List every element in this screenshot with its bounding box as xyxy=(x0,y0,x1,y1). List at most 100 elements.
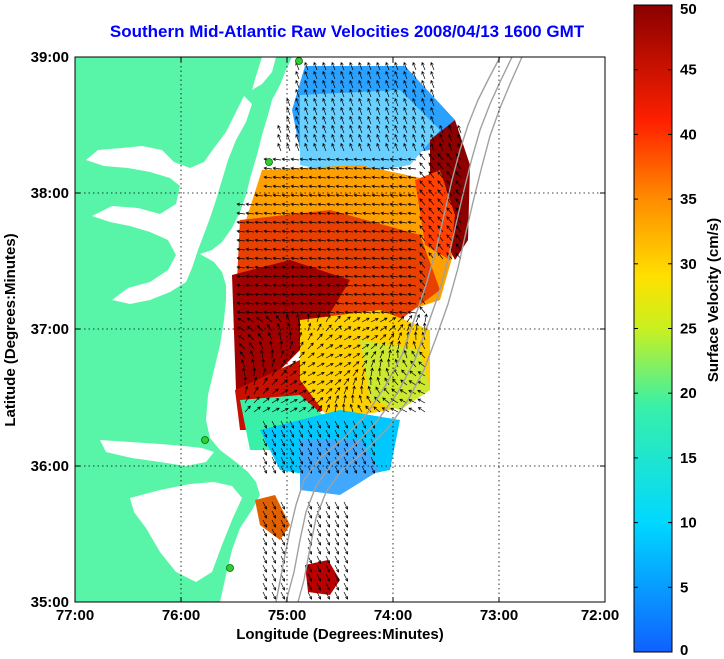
current-arrow xyxy=(290,211,300,216)
current-arrow xyxy=(344,265,354,270)
chart-title: Southern Mid-Atlantic Raw Velocities 200… xyxy=(109,22,585,41)
current-arrow xyxy=(352,465,358,474)
current-arrow xyxy=(394,70,399,80)
current-arrow xyxy=(353,238,363,243)
current-arrow xyxy=(253,386,259,395)
current-arrow xyxy=(307,438,313,447)
current-arrow xyxy=(331,133,336,143)
current-arrow xyxy=(419,198,426,206)
current-arrow xyxy=(343,537,349,546)
current-arrow xyxy=(331,88,336,98)
current-arrow xyxy=(446,153,453,161)
current-arrow xyxy=(271,368,277,377)
colorbar-tick-label: 5 xyxy=(680,579,688,596)
current-arrow xyxy=(277,323,282,332)
current-arrow xyxy=(340,61,345,71)
current-arrow xyxy=(349,79,354,89)
current-arrow xyxy=(371,220,381,225)
current-arrow xyxy=(236,220,246,225)
current-arrow xyxy=(304,97,309,107)
current-arrow xyxy=(437,198,444,206)
current-arrow xyxy=(418,361,426,368)
current-arrow xyxy=(265,316,273,323)
current-arrow xyxy=(254,301,264,306)
current-arrow xyxy=(322,133,327,143)
current-arrow xyxy=(325,353,334,359)
current-arrow xyxy=(367,79,372,89)
current-arrow xyxy=(289,389,298,395)
current-arrow xyxy=(412,88,417,98)
current-arrow xyxy=(317,283,327,288)
current-arrow xyxy=(334,537,340,546)
current-arrow xyxy=(317,184,327,189)
current-arrow xyxy=(298,398,307,404)
current-arrow xyxy=(419,252,426,260)
current-arrow xyxy=(313,97,318,107)
current-arrow xyxy=(334,573,340,582)
current-arrow xyxy=(379,342,386,350)
radar-station xyxy=(265,158,273,166)
current-arrow xyxy=(272,157,282,162)
current-arrow xyxy=(281,301,291,306)
current-arrow xyxy=(313,79,318,89)
current-arrow xyxy=(262,387,269,395)
current-arrow xyxy=(325,420,331,429)
current-arrow xyxy=(271,528,277,537)
current-arrow xyxy=(307,362,316,368)
current-arrow xyxy=(376,142,381,152)
current-arrow xyxy=(352,317,361,323)
current-arrow xyxy=(344,175,354,180)
current-arrow xyxy=(362,193,372,198)
delaware-bay xyxy=(252,57,276,90)
current-arrow xyxy=(326,166,336,171)
current-arrow xyxy=(245,283,255,288)
current-arrow xyxy=(272,301,282,306)
current-arrow xyxy=(344,193,354,198)
current-arrow xyxy=(428,234,435,242)
current-arrow xyxy=(280,438,286,447)
current-arrow xyxy=(326,202,336,207)
current-arrow xyxy=(317,193,327,198)
current-arrow xyxy=(361,360,368,368)
current-arrow xyxy=(419,279,426,287)
current-arrow xyxy=(389,238,399,243)
current-arrow xyxy=(325,573,331,582)
current-arrow xyxy=(334,501,340,510)
current-arrow xyxy=(334,379,342,386)
current-arrow xyxy=(437,171,444,179)
current-arrow xyxy=(289,447,295,456)
current-arrow xyxy=(344,229,354,234)
current-arrow xyxy=(334,465,340,474)
current-arrow xyxy=(371,265,381,270)
current-arrow xyxy=(419,225,426,233)
current-arrow xyxy=(371,310,381,315)
current-arrow xyxy=(421,97,426,107)
current-arrow xyxy=(340,133,345,143)
current-arrow xyxy=(326,229,336,234)
current-arrow xyxy=(262,377,268,386)
current-arrow xyxy=(353,310,363,315)
current-arrow xyxy=(262,573,268,582)
current-arrow xyxy=(382,397,390,404)
current-arrow xyxy=(325,546,331,555)
current-arrow xyxy=(407,211,417,216)
current-arrow xyxy=(394,88,399,98)
current-arrow xyxy=(307,591,313,600)
current-arrow xyxy=(385,106,390,116)
current-arrow xyxy=(271,546,277,555)
current-arrow xyxy=(290,229,300,234)
y-tick-label: 35:00 xyxy=(31,594,69,611)
current-arrow xyxy=(317,220,327,225)
current-arrow xyxy=(307,510,313,519)
current-arrow xyxy=(430,142,435,152)
current-arrow xyxy=(280,359,286,368)
current-arrow xyxy=(304,133,309,143)
current-arrow xyxy=(236,211,246,216)
current-arrow xyxy=(272,202,282,207)
current-arrow xyxy=(403,106,408,116)
current-arrow xyxy=(334,555,340,564)
velocity-region xyxy=(415,170,455,260)
current-arrow xyxy=(299,256,309,261)
current-arrow xyxy=(304,88,309,98)
current-arrow xyxy=(289,456,295,465)
